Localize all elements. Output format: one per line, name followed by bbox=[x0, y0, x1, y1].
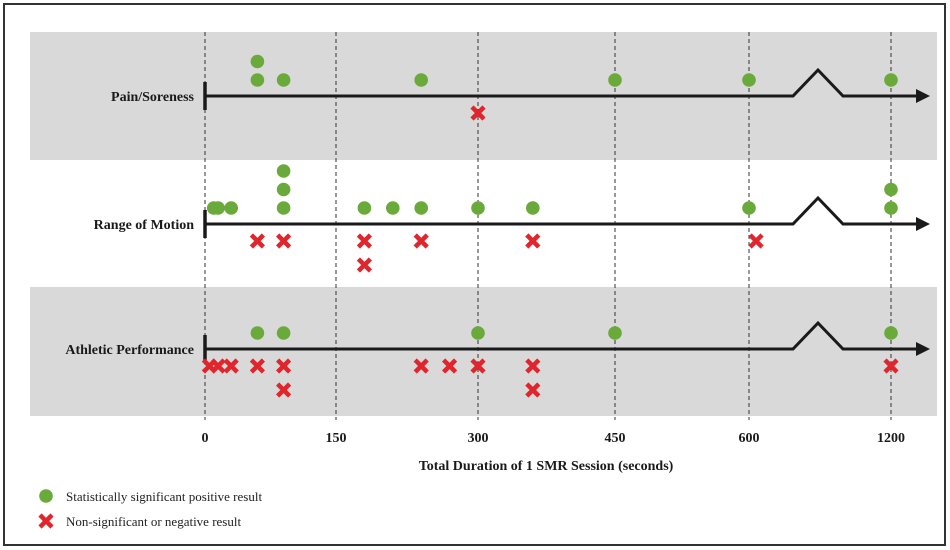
positive-marker bbox=[211, 201, 225, 215]
legend: Statistically significant positive resul… bbox=[38, 489, 262, 529]
legend-label: Non-significant or negative result bbox=[66, 514, 241, 529]
positive-marker bbox=[276, 201, 291, 215]
positive-marker bbox=[471, 326, 485, 340]
positive-marker bbox=[276, 182, 291, 197]
positive-marker bbox=[742, 73, 756, 87]
positive-marker bbox=[250, 326, 265, 340]
negative-marker bbox=[223, 358, 239, 374]
timeline-arrows bbox=[203, 67, 930, 363]
positive-marker bbox=[250, 54, 265, 69]
positive-marker bbox=[276, 326, 291, 340]
positive-marker bbox=[884, 73, 898, 87]
row-label: Athletic Performance bbox=[65, 343, 194, 358]
positive-marker bbox=[471, 201, 485, 215]
negative-marker bbox=[356, 257, 372, 273]
positive-marker bbox=[250, 73, 265, 87]
row-label: Range of Motion bbox=[94, 218, 195, 233]
negative-marker bbox=[413, 358, 429, 374]
positive-marker bbox=[526, 201, 540, 215]
positive-marker bbox=[386, 201, 400, 215]
legend-positive-marker bbox=[39, 489, 53, 503]
negative-marker bbox=[249, 358, 265, 374]
negative-marker bbox=[413, 233, 429, 249]
x-tick-label: 0 bbox=[202, 431, 209, 446]
timeline-axis bbox=[205, 67, 918, 98]
timeline-axis bbox=[205, 320, 918, 351]
positive-marker bbox=[884, 201, 898, 215]
x-tick-label: 150 bbox=[326, 431, 347, 446]
negative-marker bbox=[470, 105, 486, 121]
row-bands bbox=[30, 32, 937, 416]
x-tick-label: 300 bbox=[468, 431, 489, 446]
positive-marker bbox=[414, 201, 429, 215]
positive-marker bbox=[884, 182, 898, 197]
positive-marker bbox=[276, 73, 291, 87]
negative-marker bbox=[356, 233, 372, 249]
negative-marker bbox=[249, 233, 265, 249]
positive-marker bbox=[884, 326, 898, 340]
negative-marker bbox=[276, 233, 292, 249]
positive-marker bbox=[357, 201, 372, 215]
negative-marker bbox=[470, 358, 486, 374]
row-labels: Pain/Soreness Range of Motion Athletic Per… bbox=[65, 90, 194, 358]
negative-marker bbox=[525, 382, 541, 398]
negative-marker bbox=[276, 382, 292, 398]
positive-marker bbox=[414, 73, 429, 87]
positive-marker bbox=[224, 201, 238, 215]
negative-marker bbox=[276, 358, 292, 374]
x-tick-labels: 0 150 300 450 600 1200 bbox=[202, 431, 906, 446]
positive-marker bbox=[608, 73, 622, 87]
arrow-head bbox=[916, 217, 930, 231]
x-axis-title: Total Duration of 1 SMR Session (seconds… bbox=[419, 459, 674, 474]
negative-marker bbox=[442, 358, 458, 374]
negative-marker bbox=[883, 358, 899, 374]
negative-marker bbox=[210, 358, 226, 374]
arrow-head bbox=[916, 342, 930, 356]
timeline-axis bbox=[205, 195, 918, 226]
legend-label: Statistically significant positive resul… bbox=[66, 489, 262, 504]
legend-negative-marker bbox=[38, 513, 54, 529]
x-tick-label: 450 bbox=[605, 431, 626, 446]
negative-marker bbox=[525, 233, 541, 249]
arrow-head bbox=[916, 89, 930, 103]
x-tick-label: 600 bbox=[739, 431, 760, 446]
positive-marker bbox=[276, 164, 291, 178]
positive-marker bbox=[608, 326, 622, 340]
positive-marker bbox=[742, 201, 756, 215]
negative-marker bbox=[525, 358, 541, 374]
x-tick-label: 1200 bbox=[877, 431, 905, 446]
row-label: Pain/Soreness bbox=[111, 90, 195, 105]
row-band bbox=[30, 287, 937, 416]
negative-marker bbox=[748, 233, 764, 249]
data-marks bbox=[201, 54, 899, 398]
